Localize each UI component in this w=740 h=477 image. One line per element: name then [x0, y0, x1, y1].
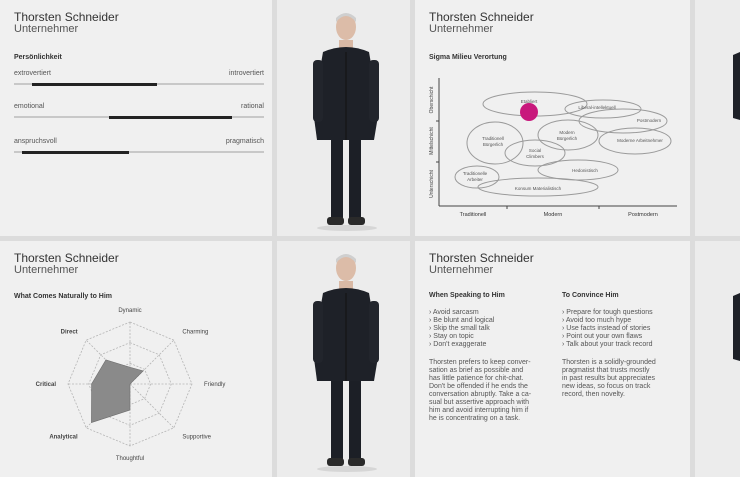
milieu-label: Hedonistisch — [572, 168, 598, 173]
convince-paragraph: Thorsten is a solidly-grounded pragmatis… — [562, 359, 656, 398]
milieu-label: Postmodern — [637, 118, 662, 123]
milieu-marker — [520, 103, 538, 121]
radar-axis-label: Critical — [36, 382, 57, 388]
advice-panel: Thorsten Schneider Unternehmer When Spea… — [415, 241, 690, 477]
portrait-photo-top — [277, 0, 410, 236]
personality-title: Persönlichkeit — [14, 54, 62, 61]
person-name: Thorsten Schneider — [429, 251, 534, 265]
convince-column: To Convince Him › Prepare for tough ques… — [562, 292, 687, 399]
bubble-trad-buerg — [466, 121, 524, 165]
milieu-map: Oberschicht Mittelschicht Unterschicht T… — [429, 78, 677, 218]
y-label-unter: Unterschicht — [429, 169, 435, 197]
y-label-ober: Oberschicht — [429, 86, 435, 113]
milieu-label: Moderne Arbeitnehmer — [617, 138, 663, 143]
radar-axis-label: Direct — [61, 330, 78, 336]
scale-extro-intro: extrovertiert introvertiert — [14, 70, 264, 90]
radar-chart: Dynamic Charming Friendly Supportive Thought… — [36, 308, 226, 462]
milieu-label: Social — [529, 148, 541, 153]
person-name: Thorsten Schneider — [14, 251, 119, 265]
x-label-modern: Modern — [544, 212, 563, 218]
bubble-konsum — [477, 177, 599, 197]
milieu-label: Traditionell — [482, 136, 504, 141]
bubble-moderne-an — [598, 127, 672, 155]
y-label-mittel: Mittelschicht — [429, 127, 435, 155]
milieu-label: Liberal-intellektuell — [578, 105, 615, 110]
speaking-column: When Speaking to Him › Avoid sarcasm › B… — [429, 292, 554, 423]
scale-range — [109, 115, 232, 119]
speaking-list: › Avoid sarcasm › Be blunt and logical ›… — [429, 309, 554, 349]
radar-value-shape — [91, 359, 144, 423]
scale-left-label: anspruchsvoll — [14, 138, 57, 145]
bubble-liberal — [564, 99, 642, 119]
milieu-label: Bürgerlich — [557, 136, 578, 141]
convince-list: › Prepare for tough questions › Avoid to… — [562, 309, 687, 349]
list-item: › Use facts instead of stories — [562, 325, 651, 332]
list-item: › Stay on topic — [429, 333, 474, 340]
list-item: › Skip the small talk — [429, 325, 490, 332]
milieu-label: Arbeiter — [467, 177, 483, 182]
milieu-label: Traditionelle — [463, 171, 488, 176]
milieu-label: Etabliert — [521, 99, 538, 104]
scale-anspruchsvoll-pragmatisch: anspruchsvoll pragmatisch — [14, 138, 264, 158]
milieu-label: Modern — [559, 130, 575, 135]
person-figure-image — [313, 254, 379, 472]
personality-panel: Thorsten Schneider Unternehmer Persönlic… — [0, 0, 272, 236]
milieu-label: Climbers — [526, 154, 545, 159]
scale-right-label: rational — [241, 103, 264, 110]
list-item: › Avoid sarcasm — [429, 309, 479, 316]
convince-title: To Convince Him — [562, 292, 619, 299]
speaking-title: When Speaking to Him — [429, 292, 505, 299]
x-label-postmodern: Postmodern — [628, 212, 658, 218]
list-item: › Talk about your track record — [562, 341, 653, 348]
radar-ring — [67, 321, 193, 447]
radar-title: What Comes Naturally to Him — [14, 293, 113, 300]
scale-right-label: pragmatisch — [225, 138, 264, 145]
radar-panel: Thorsten Schneider Unternehmer What Come… — [0, 241, 272, 477]
milieu-panel: Thorsten Schneider Unternehmer Sigma Mil… — [415, 0, 690, 236]
scale-range — [31, 82, 157, 86]
scale-right-label: introvertiert — [228, 70, 264, 77]
person-role: Unternehmer — [429, 264, 494, 276]
radar-axis-label: Dynamic — [118, 308, 141, 314]
bubble-social — [504, 139, 566, 167]
milieu-title: Sigma Milieu Verortung — [429, 54, 507, 61]
radar-axis-label: Supportive — [182, 434, 211, 440]
scale-left-label: extrovertiert — [14, 70, 51, 77]
scale-emotional-rational: emotional rational — [14, 103, 264, 123]
milieu-label: Bürgerlich — [483, 142, 504, 147]
milieu-label: Konsum Materialistisch — [515, 186, 562, 191]
bubble-modern-buerg — [537, 119, 599, 151]
radar-ring — [88, 342, 172, 426]
radar-axis-label: Analytical — [49, 434, 78, 440]
scale-range — [21, 150, 129, 154]
list-item: › Prepare for tough questions — [562, 309, 653, 316]
scale-left-label: emotional — [14, 103, 45, 110]
speaking-paragraph: Thorsten prefers to keep conver- sation … — [429, 359, 532, 422]
bubble-trad-arbeiter — [454, 165, 500, 189]
radar-spoke — [129, 383, 175, 429]
radar-axis-label: Thoughtful — [116, 456, 144, 462]
portrait-photo-bottom — [277, 241, 410, 477]
list-item: › Avoid too much hype — [562, 317, 632, 324]
radar-axis-label: Charming — [182, 330, 208, 336]
x-label-traditionell: Traditionell — [460, 212, 487, 218]
scale-track — [14, 115, 264, 119]
next-portrait-top — [695, 0, 740, 236]
person-name: Thorsten Schneider — [14, 10, 119, 24]
person-figure-image — [313, 13, 379, 231]
list-item: › Point out your own flaws — [562, 333, 643, 340]
scale-track — [14, 150, 264, 154]
person-role: Unternehmer — [429, 23, 494, 35]
list-item: › Don't exaggerate — [429, 341, 487, 348]
person-name: Thorsten Schneider — [429, 10, 534, 24]
next-portrait-bottom — [695, 241, 740, 477]
scale-track — [14, 82, 264, 86]
radar-axis-label: Friendly — [204, 382, 225, 388]
list-item: › Be blunt and logical — [429, 317, 495, 324]
person-role: Unternehmer — [14, 264, 79, 276]
person-role: Unternehmer — [14, 23, 79, 35]
